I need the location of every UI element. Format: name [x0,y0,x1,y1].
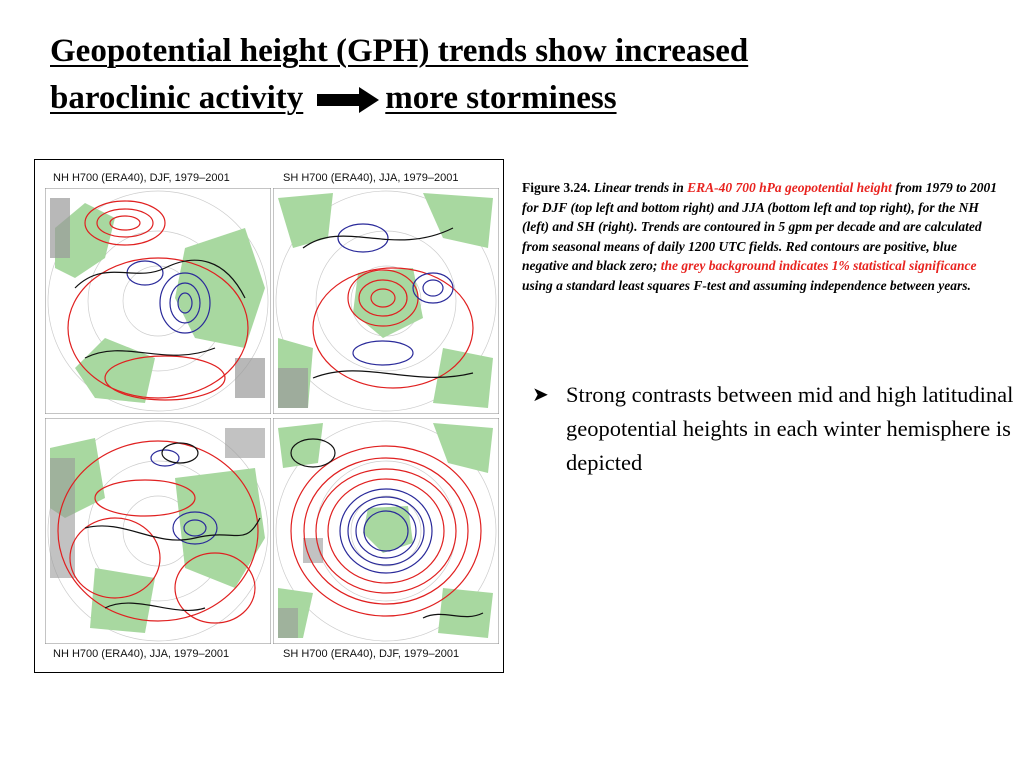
caption-highlight-significance: the grey background indicates 1% statist… [660,258,977,274]
slide-title: Geopotential height (GPH) trends show in… [50,28,950,122]
right-arrow-icon [317,87,380,114]
arrow-bullet-icon: ➤ [532,384,549,406]
map-panel-nh-jja [45,418,271,644]
caption-text-part-3: using a standard least squares F-test an… [522,277,971,293]
title-line-1: Geopotential height (GPH) trends show in… [50,33,749,69]
panel-label-nh-djf: NH H700 (ERA40), DJF, 1979–2001 [53,172,230,184]
map-panel-nh-djf [45,188,271,414]
figure-caption: Figure 3.24. Linear trends in ERA-40 700… [522,178,1002,296]
caption-text-part-2: from 1979 to 2001 for DJF (top left and … [522,180,997,274]
title-line-2-end: more storminess [385,80,617,116]
bullet-text: Strong contrasts between mid and high la… [566,382,1014,475]
caption-text-part-1: Linear trends in [590,180,688,195]
figure-panel-grid: NH H700 (ERA40), DJF, 1979–2001 [34,159,504,673]
caption-highlight-era40: ERA-40 700 hPa geopotential height [687,180,892,195]
map-panel-sh-djf [273,418,499,644]
bullet-point: ➤ Strong contrasts between mid and high … [532,378,1020,480]
panel-label-sh-djf: SH H700 (ERA40), DJF, 1979–2001 [283,648,460,660]
panel-label-nh-jja: NH H700 (ERA40), JJA, 1979–2001 [53,648,230,660]
caption-figure-label: Figure 3.24. [522,180,591,195]
map-panel-sh-jja [273,188,499,414]
title-line-2-start: baroclinic activity [50,80,304,116]
panel-label-sh-jja: SH H700 (ERA40), JJA, 1979–2001 [283,172,459,184]
